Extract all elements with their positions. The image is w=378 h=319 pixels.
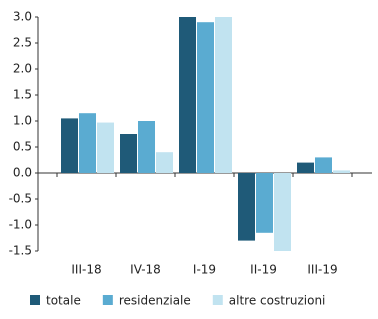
bar: [297, 162, 314, 173]
y-tick-label: 1.0: [13, 114, 32, 128]
bar: [256, 173, 273, 233]
x-tick-label: III-19: [307, 263, 337, 277]
y-tick-label: 0.0: [13, 166, 32, 180]
bar: [238, 173, 255, 241]
bar: [315, 157, 332, 173]
y-tick-label: 1.5: [13, 88, 32, 102]
x-tick-label: II-19: [250, 263, 277, 277]
legend-swatch: [30, 295, 40, 305]
bar: [120, 134, 137, 173]
x-tick-label: IV-18: [130, 263, 161, 277]
bar: [274, 173, 291, 251]
y-tick-label: 2.0: [13, 62, 32, 76]
x-tick-label: I-19: [193, 263, 216, 277]
bar: [333, 170, 350, 173]
legend-swatch: [212, 295, 223, 305]
legend-swatch: [102, 295, 113, 305]
legend-label: residenziale: [119, 294, 191, 308]
bar: [138, 121, 155, 173]
y-tick-label: 3.0: [13, 10, 32, 24]
bar: [156, 152, 173, 173]
y-tick-label: -1.0: [9, 218, 32, 232]
legend-label: totale: [46, 294, 81, 308]
y-tick-label: -1.5: [9, 244, 32, 258]
bar: [97, 122, 114, 173]
y-tick-label: 0.5: [13, 140, 32, 154]
x-tick-label: III-18: [71, 263, 101, 277]
bar: [61, 118, 78, 173]
bar: [79, 113, 96, 173]
bar: [215, 17, 232, 173]
bar: [197, 22, 214, 174]
legend-label: altre costruzioni: [229, 294, 326, 308]
bar: [179, 17, 196, 173]
y-tick-label: 2.5: [13, 36, 32, 50]
y-tick-label: -0.5: [9, 192, 32, 206]
